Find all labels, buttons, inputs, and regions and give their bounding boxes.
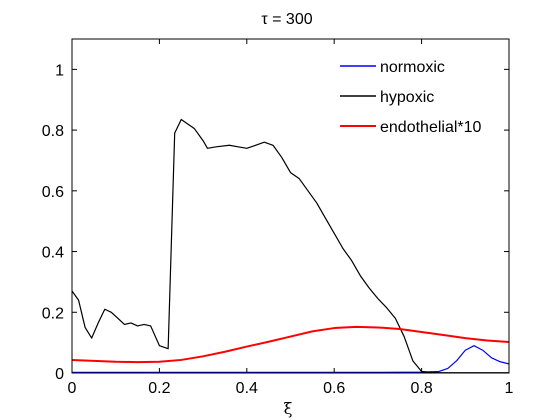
series-layer: [71, 118, 510, 374]
ticks-layer: 0 0.2 0.4 0.6 0.8 1 0 0.2 0.4 0.6 0.8 1: [42, 39, 514, 397]
x-tick-label: 0.4: [236, 380, 258, 397]
y-tick-label: 0.6: [42, 184, 64, 201]
x-tick-label: 0.6: [323, 380, 345, 397]
legend-label-endothelial-10: endothelial*10: [380, 119, 482, 136]
x-tick-label: 0: [68, 380, 77, 397]
legend-label-hypoxic: hypoxic: [380, 89, 434, 106]
x-tick-label: 0.8: [410, 380, 432, 397]
y-tick-label: 0.2: [42, 305, 64, 322]
series-line-normoxic: [72, 345, 510, 373]
y-tick-label: 0.8: [42, 123, 64, 140]
y-tick-label: 0.4: [42, 245, 64, 262]
axes-box: [71, 38, 510, 374]
chart-title: τ = 300: [261, 11, 312, 28]
series-line-endothelial-10: [71, 325, 510, 364]
legend-label-normoxic: normoxic: [380, 59, 445, 76]
x-tick-label: 1: [505, 380, 514, 397]
y-tick-label: 0: [55, 366, 64, 383]
x-axis-label: ξ: [284, 399, 293, 418]
series-line-hypoxic: [71, 118, 509, 374]
y-tick-label: 1: [55, 62, 64, 79]
x-tick-label: 0.2: [148, 380, 170, 397]
legend: normoxic hypoxic endothelial*10: [340, 59, 482, 136]
